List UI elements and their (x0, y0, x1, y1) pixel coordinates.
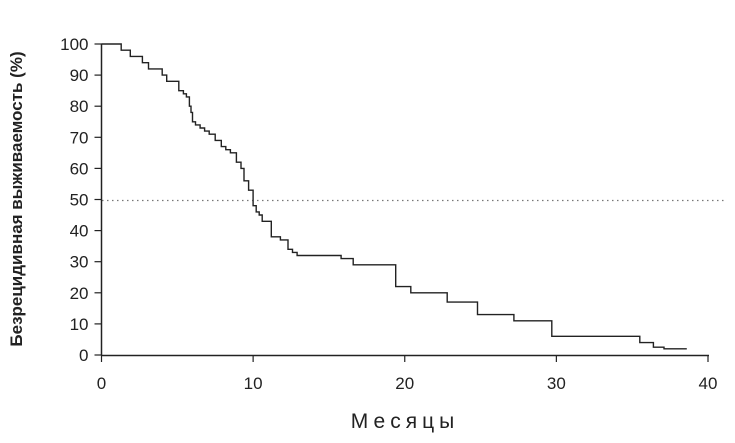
x-tick-label: 0 (97, 374, 106, 393)
x-tick-label: 40 (699, 374, 718, 393)
x-tick-label: 30 (547, 374, 566, 393)
series-layer (101, 43, 687, 350)
y-tick-label: 80 (70, 97, 89, 116)
y-tick-label: 50 (70, 191, 89, 210)
y-axis-title: Безрецидивная выживаемость (%) (7, 51, 26, 346)
x-tick-label: 10 (244, 374, 263, 393)
y-tick-label: 20 (70, 284, 89, 303)
y-tick-label: 90 (70, 66, 89, 85)
y-tick-label: 40 (70, 222, 89, 241)
y-tick-label: 30 (70, 253, 89, 272)
x-axis-title: Месяцы (351, 410, 459, 433)
x-tick-label: 20 (395, 374, 414, 393)
y-tick-label: 100 (60, 35, 88, 54)
y-tick-label: 70 (70, 128, 89, 147)
y-tick-label: 60 (70, 159, 89, 178)
x-axis-ticks: 0 10 20 30 40 (97, 355, 718, 393)
y-axis-ticks: 0 10 20 30 40 50 60 70 80 90 100 (60, 35, 102, 365)
y-tick-label: 10 (70, 315, 89, 334)
survival-curve (101, 43, 687, 350)
y-tick-label: 0 (79, 346, 88, 365)
